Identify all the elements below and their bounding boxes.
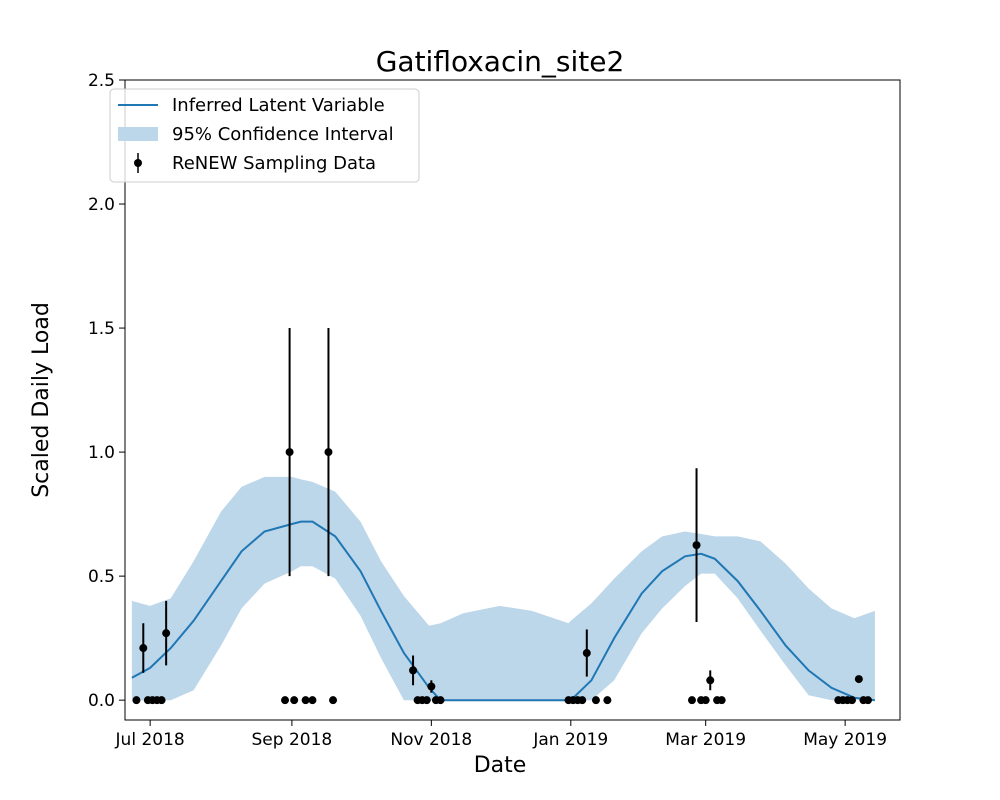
- sample-point: [157, 696, 166, 705]
- sample-point: [582, 649, 591, 658]
- sample-point: [285, 448, 294, 457]
- sample-point: [847, 696, 856, 705]
- sample-point: [717, 696, 726, 705]
- x-tick-label: May 2019: [803, 730, 887, 750]
- sample-point: [701, 696, 710, 705]
- chart-title: Gatifloxacin_site2: [376, 45, 625, 78]
- y-tick-label: 1.5: [88, 319, 115, 339]
- x-tick-label: Jan 2019: [532, 730, 608, 750]
- legend-box: [109, 88, 420, 183]
- y-tick-label: 2.5: [88, 71, 115, 91]
- x-tick-label: Mar 2019: [665, 730, 746, 750]
- sample-point: [139, 644, 148, 653]
- sample-point: [603, 696, 612, 705]
- sample-point: [308, 696, 317, 705]
- sample-point: [706, 676, 715, 685]
- sample-point: [329, 696, 338, 705]
- sample-point: [854, 675, 863, 684]
- x-axis: Jul 2018 Sep 2018 Nov 2018 Jan 2019 Mar 2019…: [115, 720, 887, 750]
- sample-point: [290, 696, 299, 705]
- sample-point: [324, 448, 333, 457]
- sample-point: [409, 666, 418, 675]
- sample-point: [863, 696, 872, 705]
- legend: Inferred Latent Variable 95% Confidence …: [109, 88, 420, 183]
- sample-point: [427, 682, 436, 691]
- y-axis-label: Scaled Daily Load: [29, 302, 54, 498]
- sample-point: [436, 696, 445, 705]
- axes-frame: [124, 79, 901, 721]
- sample-point: [162, 629, 171, 638]
- y-tick-label: 1.0: [88, 443, 115, 463]
- sample-point: [422, 696, 431, 705]
- y-tick-label: 0.5: [88, 567, 115, 587]
- y-axis: 0.0 0.5 1.0 1.5 2.0 2.5: [88, 71, 125, 711]
- sample-point: [591, 696, 600, 705]
- sample-point: [687, 696, 696, 705]
- sample-point: [301, 696, 310, 705]
- x-tick-label: Sep 2018: [252, 730, 333, 750]
- legend-band-swatch: [118, 127, 158, 141]
- latent-line: [131, 520, 876, 702]
- legend-label-samples: ReNEW Sampling Data: [172, 153, 376, 174]
- plot-area: [131, 328, 876, 705]
- sample-point: [692, 541, 701, 550]
- sample-point: [578, 696, 587, 705]
- y-tick-label: 2.0: [88, 195, 115, 215]
- sample-point: [132, 696, 141, 705]
- x-tick-label: Nov 2018: [390, 730, 472, 750]
- sample-point: [281, 696, 290, 705]
- y-tick-label: 0.0: [88, 691, 115, 711]
- x-tick-label: Jul 2018: [115, 730, 185, 750]
- legend-label-latent: Inferred Latent Variable: [172, 95, 385, 116]
- x-axis-label: Date: [474, 753, 527, 778]
- legend-point-swatch: [134, 159, 142, 167]
- confidence-band: [131, 476, 875, 701]
- legend-label-ci: 95% Confidence Interval: [172, 124, 394, 145]
